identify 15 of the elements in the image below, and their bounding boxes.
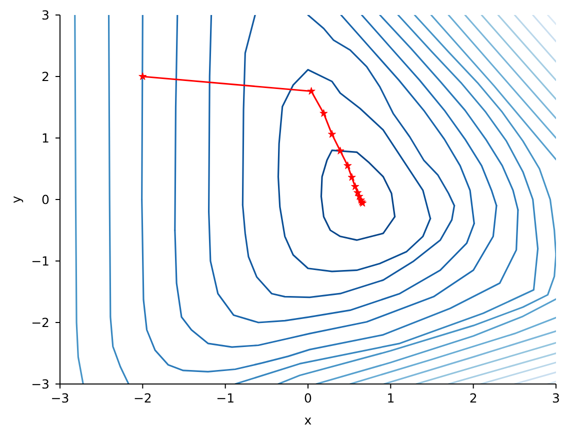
x-tick-label: 3 xyxy=(552,390,560,406)
x-tick-label: 2 xyxy=(469,390,478,406)
y-tick-label: −1 xyxy=(31,253,50,268)
x-tick-label: −1 xyxy=(216,390,235,406)
y-tick-label: 2 xyxy=(42,68,50,84)
y-tick-label: 1 xyxy=(42,130,50,146)
y-tick-label: 0 xyxy=(42,192,50,207)
y-tick-label: −2 xyxy=(31,314,50,330)
y-tick-label: −3 xyxy=(31,376,50,392)
y-axis-title: y xyxy=(8,195,24,204)
y-tick-label: 3 xyxy=(42,7,50,22)
x-tick-label: 1 xyxy=(386,390,395,406)
x-tick-label: 0 xyxy=(304,390,312,406)
x-axis-title: x xyxy=(304,412,312,428)
x-tick-label: −2 xyxy=(133,390,152,406)
